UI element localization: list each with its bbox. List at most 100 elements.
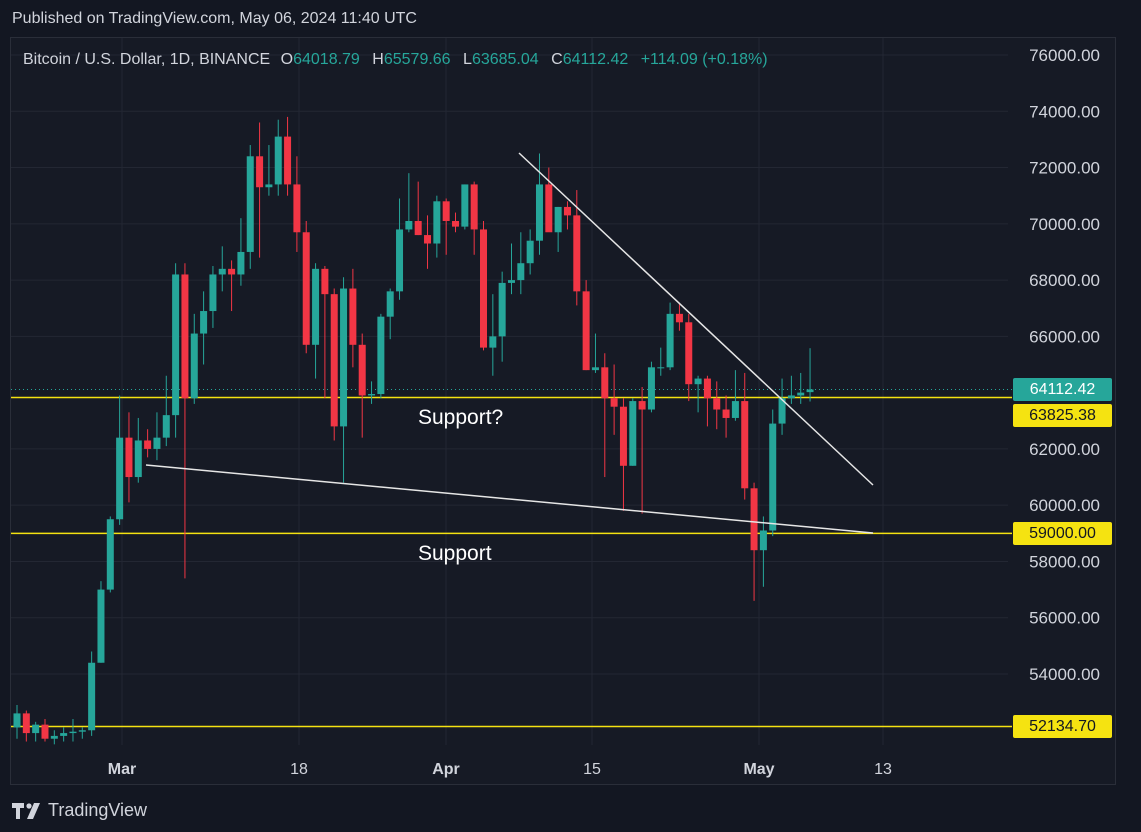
candle <box>340 277 348 483</box>
candle <box>573 190 581 306</box>
candle <box>377 313 385 399</box>
x-tick-label: May <box>743 761 774 778</box>
candle <box>78 727 86 739</box>
candle <box>209 266 217 328</box>
low-level-tag: 52134.70 <box>1013 715 1112 738</box>
candle <box>190 313 198 404</box>
y-tick-label: 76000.00 <box>1029 46 1100 65</box>
candle <box>386 288 394 340</box>
candle-body <box>265 184 273 188</box>
trendlines <box>145 152 874 534</box>
candle-body <box>144 440 152 449</box>
candle-body <box>256 156 264 188</box>
candle <box>638 387 646 514</box>
candle-body <box>228 268 236 275</box>
candle-body <box>116 437 124 520</box>
candle-body <box>685 322 693 385</box>
candle <box>32 721 40 742</box>
candle <box>414 181 422 236</box>
candle <box>237 218 245 286</box>
candle-body <box>769 423 777 531</box>
candle <box>97 581 105 663</box>
candle <box>554 206 562 252</box>
candle <box>657 347 665 376</box>
candle <box>368 381 376 404</box>
candle <box>116 395 124 525</box>
annotation-support-question: Support? <box>418 406 503 429</box>
candle-body <box>237 251 245 275</box>
y-tick-label: 56000.00 <box>1029 609 1100 628</box>
candle <box>582 280 590 371</box>
candle <box>563 201 571 230</box>
candle-body <box>330 294 338 427</box>
candle-body <box>619 406 627 466</box>
legend-close: 64112.42 <box>562 51 629 68</box>
candle-body <box>507 280 515 283</box>
candle-body <box>535 184 543 241</box>
candle <box>675 302 683 331</box>
annotation-support: Support <box>418 542 492 565</box>
candle <box>153 412 161 461</box>
candle-body <box>610 398 618 407</box>
candle <box>535 153 543 255</box>
chart-frame[interactable] <box>10 37 1116 785</box>
candle-body <box>377 316 385 395</box>
candle <box>591 333 599 373</box>
time-axis: Mar 18 Apr 15 May 13 <box>108 761 892 778</box>
horizontal-levels <box>11 388 1012 728</box>
candle <box>246 145 254 269</box>
candle-body <box>349 288 357 345</box>
candle <box>461 184 469 230</box>
legend-low: 63685.04 <box>471 51 539 68</box>
candle-body <box>797 392 805 396</box>
candle <box>349 268 357 368</box>
legend-high: 65579.66 <box>383 51 451 68</box>
candle-body <box>106 519 114 590</box>
candle <box>13 704 21 739</box>
candle-body <box>340 288 348 427</box>
y-tick-label: 70000.00 <box>1029 215 1100 234</box>
candle <box>218 246 226 292</box>
grid <box>11 38 1008 745</box>
candle <box>321 266 329 399</box>
candle-body <box>209 274 217 312</box>
candle <box>330 288 338 441</box>
candle-body <box>162 415 170 438</box>
y-tick-label: 72000.00 <box>1029 159 1100 178</box>
candle <box>507 243 515 295</box>
candle-body <box>480 229 487 348</box>
candle <box>498 271 506 362</box>
price-axis: 76000.00 74000.00 72000.00 70000.00 68000.00… <box>1029 46 1100 684</box>
x-tick-label: Mar <box>108 761 136 778</box>
descending-support-trendline <box>145 464 874 534</box>
legend-open: 64018.79 <box>293 51 360 68</box>
candle-body <box>134 440 142 478</box>
candle-body <box>461 184 469 227</box>
candle-body <box>778 398 786 424</box>
candle-body <box>731 401 739 418</box>
legend-symbol: Bitcoin / U.S. Dollar, 1D, BINANCE <box>23 51 271 68</box>
candle-body <box>638 401 646 410</box>
candle-body <box>554 206 562 233</box>
candle <box>647 361 655 413</box>
candle <box>489 294 497 376</box>
candle-body <box>13 713 21 728</box>
candle-body <box>713 398 721 410</box>
candle <box>284 116 292 196</box>
candle <box>759 516 767 587</box>
candle <box>22 710 30 742</box>
candle <box>69 719 77 742</box>
footer-brand[interactable]: TradingView <box>12 800 147 821</box>
candle-body <box>200 311 208 334</box>
candle-body <box>545 184 553 233</box>
candle-body <box>787 395 795 399</box>
candle <box>769 409 777 537</box>
candle <box>778 378 786 435</box>
candle-body <box>666 313 674 368</box>
y-tick-label: 54000.00 <box>1029 665 1100 684</box>
legend-open-label: O <box>280 51 294 68</box>
candle-body <box>675 313 683 323</box>
candle-body <box>591 367 599 371</box>
candle-body <box>759 530 767 551</box>
